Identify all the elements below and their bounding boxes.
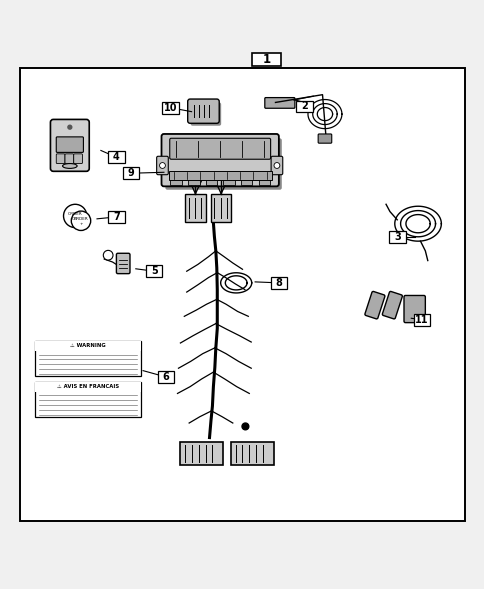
FancyBboxPatch shape — [264, 98, 294, 108]
FancyBboxPatch shape — [364, 292, 384, 319]
FancyBboxPatch shape — [35, 341, 140, 376]
Text: +: + — [79, 221, 83, 226]
Text: 1: 1 — [262, 53, 270, 66]
FancyBboxPatch shape — [56, 154, 65, 164]
FancyBboxPatch shape — [270, 277, 287, 289]
Circle shape — [159, 163, 165, 168]
FancyBboxPatch shape — [165, 138, 281, 190]
FancyBboxPatch shape — [205, 178, 217, 185]
FancyBboxPatch shape — [161, 134, 278, 186]
Text: ORDER: ORDER — [74, 217, 88, 221]
FancyBboxPatch shape — [35, 382, 140, 417]
FancyBboxPatch shape — [211, 194, 231, 221]
FancyBboxPatch shape — [185, 194, 205, 221]
FancyBboxPatch shape — [35, 341, 140, 351]
FancyBboxPatch shape — [116, 253, 130, 274]
FancyBboxPatch shape — [187, 178, 199, 185]
Text: ORDER: ORDER — [68, 212, 82, 216]
FancyBboxPatch shape — [156, 156, 168, 175]
Text: 4: 4 — [113, 152, 120, 162]
FancyBboxPatch shape — [190, 102, 221, 125]
FancyBboxPatch shape — [230, 442, 273, 465]
FancyBboxPatch shape — [65, 154, 74, 164]
FancyBboxPatch shape — [168, 171, 271, 180]
Circle shape — [242, 423, 248, 430]
Text: 6: 6 — [162, 372, 169, 382]
Text: 9: 9 — [127, 168, 134, 178]
Circle shape — [71, 211, 91, 230]
Text: 11: 11 — [414, 315, 428, 325]
Circle shape — [103, 250, 113, 260]
FancyBboxPatch shape — [223, 178, 234, 185]
FancyBboxPatch shape — [389, 231, 405, 243]
FancyBboxPatch shape — [146, 266, 162, 277]
FancyBboxPatch shape — [35, 382, 140, 392]
Text: 3: 3 — [393, 232, 400, 242]
Ellipse shape — [62, 164, 77, 168]
FancyBboxPatch shape — [403, 296, 424, 323]
FancyBboxPatch shape — [187, 99, 219, 123]
Circle shape — [63, 204, 87, 227]
FancyBboxPatch shape — [258, 178, 270, 185]
FancyBboxPatch shape — [74, 154, 82, 164]
Text: OR: OR — [72, 217, 78, 221]
FancyBboxPatch shape — [122, 167, 139, 179]
FancyBboxPatch shape — [162, 102, 179, 114]
Text: 8: 8 — [275, 278, 282, 288]
FancyBboxPatch shape — [271, 156, 282, 175]
FancyBboxPatch shape — [180, 442, 223, 465]
FancyBboxPatch shape — [296, 101, 312, 112]
FancyBboxPatch shape — [56, 137, 83, 153]
Circle shape — [273, 163, 279, 168]
FancyBboxPatch shape — [241, 178, 252, 185]
FancyBboxPatch shape — [252, 53, 281, 65]
Text: 5: 5 — [151, 266, 157, 276]
FancyBboxPatch shape — [318, 134, 331, 143]
Text: ⚠ AVIS EN FRANCAIS: ⚠ AVIS EN FRANCAIS — [57, 384, 119, 389]
Circle shape — [68, 125, 72, 129]
FancyBboxPatch shape — [108, 211, 124, 223]
FancyBboxPatch shape — [169, 138, 270, 159]
FancyBboxPatch shape — [170, 178, 182, 185]
Text: ⚠ WARNING: ⚠ WARNING — [70, 343, 106, 349]
FancyBboxPatch shape — [157, 371, 174, 383]
Text: 7: 7 — [113, 212, 120, 222]
FancyBboxPatch shape — [413, 314, 429, 326]
FancyBboxPatch shape — [50, 120, 89, 171]
Text: 2: 2 — [301, 101, 307, 111]
FancyBboxPatch shape — [381, 292, 402, 319]
FancyBboxPatch shape — [108, 151, 124, 163]
Text: 10: 10 — [164, 102, 177, 112]
